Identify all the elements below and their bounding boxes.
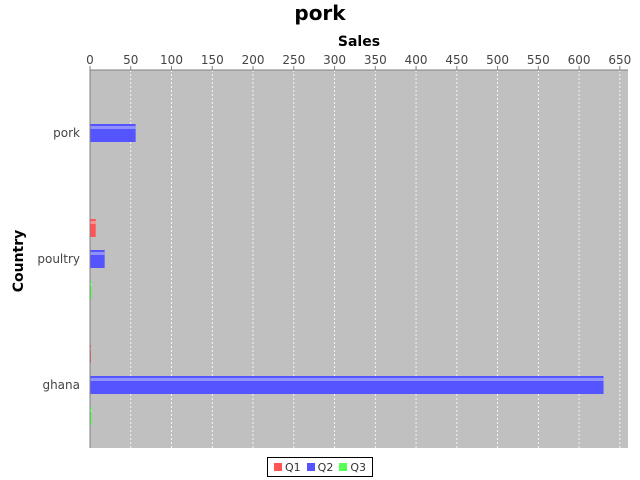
x-tick-label: 200 [242, 53, 265, 67]
bar-highlight [90, 283, 92, 286]
x-tick-label: 450 [445, 53, 468, 67]
x-axis-label: Sales [338, 34, 380, 50]
category-label: poultry [37, 252, 80, 266]
bar-q2-poultry [90, 250, 105, 268]
x-tick-label: 50 [123, 53, 138, 67]
legend-swatch [273, 463, 282, 471]
bar-q3-poultry [90, 281, 92, 299]
x-tick-label: 150 [201, 53, 224, 67]
bar-q2-ghana [90, 376, 604, 394]
legend-swatch [306, 463, 315, 471]
bar-q2-pork [90, 124, 136, 142]
x-tick-label: 400 [405, 53, 428, 67]
legend-label: Q1 [284, 460, 301, 474]
x-tick-label: 350 [364, 53, 387, 67]
grid-lines [130, 70, 621, 448]
category-label: ghana [42, 378, 80, 392]
legend-item-q2: Q2 [306, 460, 334, 474]
bar-highlight [90, 409, 92, 412]
bar-q1-poultry [90, 219, 96, 237]
legend-swatch [339, 463, 348, 471]
bars [90, 124, 604, 425]
x-tick-label: 300 [323, 53, 346, 67]
bar-highlight [90, 126, 136, 129]
bar-highlight [90, 378, 604, 381]
category-label: pork [53, 126, 80, 140]
chart-title: pork [294, 1, 346, 25]
legend-item-q3: Q3 [339, 461, 366, 474]
legend: Q1 Q2 Q3 [267, 457, 373, 477]
legend-label: Q3 [350, 460, 366, 474]
bar-q3-ghana [90, 407, 92, 425]
x-tick-label: 600 [568, 53, 591, 67]
legend-label: Q2 [317, 460, 334, 474]
bar-highlight [90, 221, 96, 224]
x-tick-label: 500 [486, 53, 509, 67]
x-tick-label: 650 [608, 53, 631, 67]
x-tick-label: 250 [282, 53, 305, 67]
legend-item-q1: Q1 [273, 460, 301, 474]
x-tick-label: 550 [527, 53, 550, 67]
bar-highlight [90, 252, 105, 255]
x-tick-label: 100 [160, 53, 183, 67]
x-tick-label: 0 [86, 53, 94, 67]
category-labels: pork poultry ghana [37, 126, 80, 392]
x-axis-ticks: 0 50 100 150 200 250 300 350 400 450 500 550 600 650 [86, 53, 631, 70]
y-axis-label: Country [11, 230, 27, 293]
